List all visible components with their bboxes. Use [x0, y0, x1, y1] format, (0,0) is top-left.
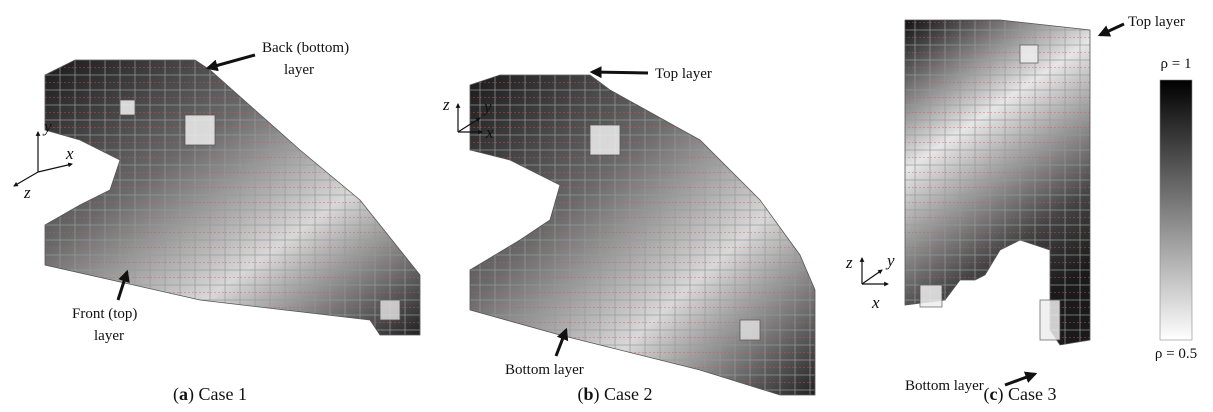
panel-a: y x z Back (bottom) layer Front (top) la… — [14, 40, 420, 405]
axis-label: z — [845, 253, 853, 272]
caption-text: ) Case 2 — [594, 384, 653, 405]
caption: (c) Case 3 — [984, 384, 1057, 405]
caption-text: ) Case 1 — [188, 384, 247, 405]
caption-label: a — [179, 384, 188, 404]
axis-label: z — [442, 95, 450, 114]
figure: y x z Back (bottom) layer Front (top) la… — [0, 0, 1213, 412]
annotation: Top layer — [1128, 14, 1185, 30]
annotation: Back (bottom) — [262, 40, 349, 56]
voxel-cube — [380, 300, 400, 320]
voxel-cube — [740, 320, 760, 340]
axis-label: y — [482, 97, 492, 116]
axis-label: x — [485, 123, 494, 142]
caption-text: ) Case 3 — [998, 384, 1057, 405]
voxel-cube — [920, 285, 942, 307]
panel-c: z y x Top layer Bottom layer ρ = 1 ρ = 0… — [845, 14, 1197, 405]
panel-b: z y x Top layer Bottom layer (b) Case 2 — [442, 66, 815, 405]
annotation-arrow — [208, 55, 255, 68]
annotation: layer — [94, 328, 124, 344]
axis-label: x — [871, 293, 880, 312]
annotation-arrow — [592, 72, 648, 73]
caption-label: b — [584, 384, 594, 404]
caption: (a) Case 1 — [173, 384, 247, 405]
axis-label: y — [42, 117, 52, 136]
axis-label: y — [885, 251, 895, 270]
axis-label: x — [65, 144, 74, 163]
colorbar-max-label: ρ = 1 — [1161, 56, 1192, 72]
voxel-grid — [470, 75, 815, 395]
axis-label: z — [23, 183, 31, 202]
colorbar-min-label: ρ = 0.5 — [1155, 346, 1197, 362]
annotation: Front (top) — [72, 306, 137, 322]
caption: (b) Case 2 — [578, 384, 653, 405]
voxel-cube — [120, 100, 135, 115]
annotation: Top layer — [655, 66, 712, 82]
voxel-cube — [1020, 45, 1038, 63]
axis-arrow — [862, 270, 882, 284]
annotation: layer — [284, 62, 314, 78]
voxel-cube — [185, 115, 215, 145]
voxel-cube — [590, 125, 620, 155]
caption-label: c — [990, 384, 998, 404]
annotation: Bottom layer — [905, 378, 984, 394]
voxel-grid — [45, 60, 420, 335]
voxel-cube — [1040, 300, 1060, 340]
colorbar — [1160, 80, 1192, 340]
annotation-arrow — [1100, 24, 1124, 35]
annotation: Bottom layer — [505, 362, 584, 378]
axis-arrow — [38, 164, 72, 172]
